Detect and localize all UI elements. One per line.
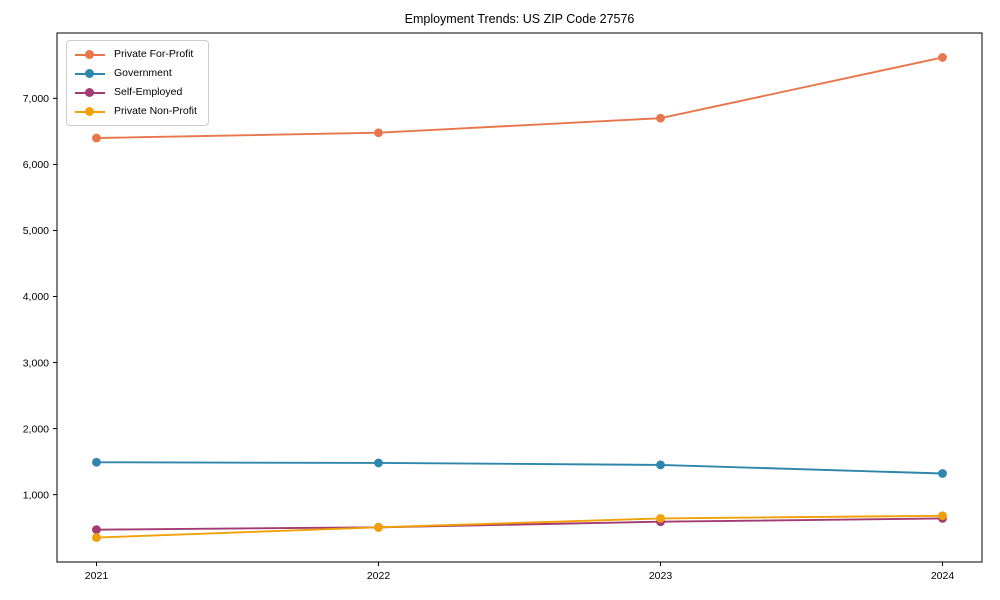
plot-border <box>56 32 983 563</box>
data-point-private-non-profit-2023 <box>656 514 665 523</box>
legend-item-self-employed: Self-Employed <box>75 85 197 100</box>
x-tick-label: 2023 <box>649 570 673 582</box>
y-tick-label: 6,000 <box>23 159 49 171</box>
legend-label: Private For-Profit <box>114 48 194 60</box>
series-line-government <box>96 461 943 475</box>
data-point-private-for-profit-2021 <box>92 133 101 143</box>
y-tick-label: 7,000 <box>23 93 49 105</box>
chart-title: Employment Trends: US ZIP Code 27576 <box>404 12 635 26</box>
data-point-government-2023 <box>656 460 665 470</box>
x-tick-label: 2024 <box>931 570 955 582</box>
series-line-private-for-profit <box>96 56 943 139</box>
legend-label: Government <box>114 67 172 79</box>
data-point-private-non-profit-2022 <box>374 522 383 532</box>
data-point-private-for-profit-2022 <box>374 128 383 138</box>
data-point-private-non-profit-2021 <box>92 533 101 542</box>
data-point-private-for-profit-2023 <box>656 113 665 123</box>
y-tick-label: 5,000 <box>23 225 49 237</box>
data-point-self-employed-2021 <box>92 525 101 535</box>
legend-label: Private Non-Profit <box>114 105 197 117</box>
legend-label: Self-Employed <box>114 86 183 98</box>
legend-swatch-private-for-profit-icon <box>75 48 105 62</box>
data-point-private-non-profit-2024 <box>938 511 947 521</box>
data-point-government-2022 <box>374 458 383 468</box>
series-line-private-non-profit <box>96 514 943 539</box>
legend-swatch-government-icon <box>75 67 105 81</box>
legend-item-private-non-profit: Private Non-Profit <box>75 104 197 119</box>
legend: Private For-Profit Government Self-Employe… <box>66 40 209 126</box>
legend-item-private-for-profit: Private For-Profit <box>75 47 197 62</box>
y-tick-label: 1,000 <box>23 489 49 501</box>
y-tick-label: 2,000 <box>23 423 49 435</box>
data-point-private-for-profit-2024 <box>938 53 947 62</box>
legend-swatch-private-non-profit-icon <box>75 105 105 119</box>
y-tick-label: 4,000 <box>23 291 49 303</box>
x-tick-label: 2022 <box>367 570 391 582</box>
y-tick-label: 3,000 <box>23 357 49 369</box>
data-point-government-2021 <box>92 457 101 467</box>
series-line-self-employed <box>96 517 943 531</box>
x-tick-label: 2021 <box>85 570 109 582</box>
legend-swatch-self-employed-icon <box>75 86 105 100</box>
data-point-government-2024 <box>938 469 947 478</box>
legend-item-government: Government <box>75 66 197 81</box>
